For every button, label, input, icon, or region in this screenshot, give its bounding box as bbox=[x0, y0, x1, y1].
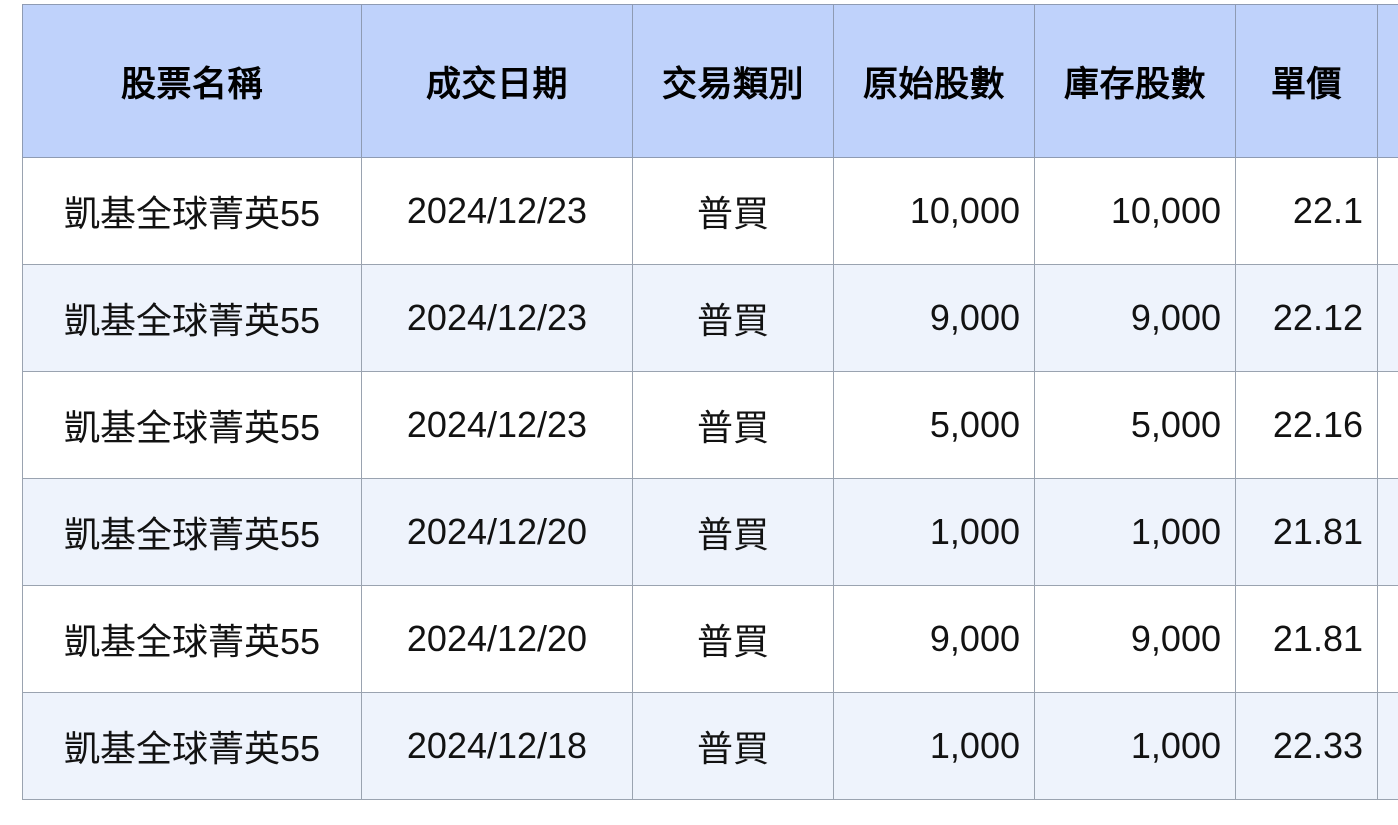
cell-extra bbox=[1377, 371, 1398, 479]
column-header-trade-type[interactable]: 交易類別 bbox=[632, 4, 834, 158]
cell-trade-type: 普買 bbox=[632, 585, 834, 693]
cell-extra bbox=[1377, 585, 1398, 693]
cell-trade-type: 普買 bbox=[632, 157, 834, 265]
cell-unit-price: 21.81 bbox=[1235, 478, 1378, 586]
column-header-stock-name[interactable]: 股票名稱 bbox=[22, 4, 362, 158]
cell-trade-date: 2024/12/23 bbox=[361, 157, 633, 265]
cell-original-shares: 9,000 bbox=[833, 585, 1035, 693]
column-header-held-shares[interactable]: 庫存股數 bbox=[1034, 4, 1236, 158]
cell-trade-date: 2024/12/20 bbox=[361, 585, 633, 693]
cell-original-shares: 5,000 bbox=[833, 371, 1035, 479]
column-header-unit-price[interactable]: 單價 bbox=[1235, 4, 1378, 158]
cell-extra bbox=[1377, 157, 1398, 265]
table-row[interactable]: 凱基全球菁英55 2024/12/20 普買 9,000 9,000 21.81 bbox=[22, 585, 1398, 693]
table-row[interactable]: 凱基全球菁英55 2024/12/18 普買 1,000 1,000 22.33 bbox=[22, 692, 1398, 800]
cell-stock-name[interactable]: 凱基全球菁英55 bbox=[22, 692, 362, 800]
column-header-trade-date[interactable]: 成交日期 bbox=[361, 4, 633, 158]
cell-original-shares: 1,000 bbox=[833, 692, 1035, 800]
cell-original-shares: 9,000 bbox=[833, 264, 1035, 372]
cell-trade-date: 2024/12/23 bbox=[361, 371, 633, 479]
cell-extra bbox=[1377, 692, 1398, 800]
cell-stock-name[interactable]: 凱基全球菁英55 bbox=[22, 585, 362, 693]
cell-trade-date: 2024/12/23 bbox=[361, 264, 633, 372]
table-row[interactable]: 凱基全球菁英55 2024/12/20 普買 1,000 1,000 21.81 bbox=[22, 478, 1398, 586]
table-row[interactable]: 凱基全球菁英55 2024/12/23 普買 5,000 5,000 22.16 bbox=[22, 371, 1398, 479]
table-header: 股票名稱 成交日期 交易類別 原始股數 庫存股數 單價 bbox=[22, 4, 1398, 158]
cell-trade-date: 2024/12/20 bbox=[361, 478, 633, 586]
cell-trade-type: 普買 bbox=[632, 692, 834, 800]
cell-held-shares: 9,000 bbox=[1034, 585, 1236, 693]
cell-extra bbox=[1377, 264, 1398, 372]
cell-unit-price: 21.81 bbox=[1235, 585, 1378, 693]
stock-transactions-table: 股票名稱 成交日期 交易類別 原始股數 庫存股數 單價 凱基全球菁英55 202… bbox=[22, 4, 1398, 800]
cell-stock-name[interactable]: 凱基全球菁英55 bbox=[22, 157, 362, 265]
cell-held-shares: 1,000 bbox=[1034, 478, 1236, 586]
column-header-extra[interactable] bbox=[1377, 4, 1398, 158]
table-header-row: 股票名稱 成交日期 交易類別 原始股數 庫存股數 單價 bbox=[22, 4, 1398, 158]
cell-stock-name[interactable]: 凱基全球菁英55 bbox=[22, 264, 362, 372]
cell-held-shares: 9,000 bbox=[1034, 264, 1236, 372]
cell-held-shares: 1,000 bbox=[1034, 692, 1236, 800]
cell-trade-type: 普買 bbox=[632, 264, 834, 372]
cell-trade-type: 普買 bbox=[632, 478, 834, 586]
table-row[interactable]: 凱基全球菁英55 2024/12/23 普買 9,000 9,000 22.12 bbox=[22, 264, 1398, 372]
cell-trade-date: 2024/12/18 bbox=[361, 692, 633, 800]
table-body: 凱基全球菁英55 2024/12/23 普買 10,000 10,000 22.… bbox=[22, 157, 1398, 800]
cell-stock-name[interactable]: 凱基全球菁英55 bbox=[22, 371, 362, 479]
cell-extra bbox=[1377, 478, 1398, 586]
cell-unit-price: 22.33 bbox=[1235, 692, 1378, 800]
cell-trade-type: 普買 bbox=[632, 371, 834, 479]
cell-original-shares: 10,000 bbox=[833, 157, 1035, 265]
cell-held-shares: 10,000 bbox=[1034, 157, 1236, 265]
column-header-original-shares[interactable]: 原始股數 bbox=[833, 4, 1035, 158]
cell-original-shares: 1,000 bbox=[833, 478, 1035, 586]
cell-held-shares: 5,000 bbox=[1034, 371, 1236, 479]
cell-stock-name[interactable]: 凱基全球菁英55 bbox=[22, 478, 362, 586]
cell-unit-price: 22.12 bbox=[1235, 264, 1378, 372]
cell-unit-price: 22.1 bbox=[1235, 157, 1378, 265]
table-row[interactable]: 凱基全球菁英55 2024/12/23 普買 10,000 10,000 22.… bbox=[22, 157, 1398, 265]
cell-unit-price: 22.16 bbox=[1235, 371, 1378, 479]
